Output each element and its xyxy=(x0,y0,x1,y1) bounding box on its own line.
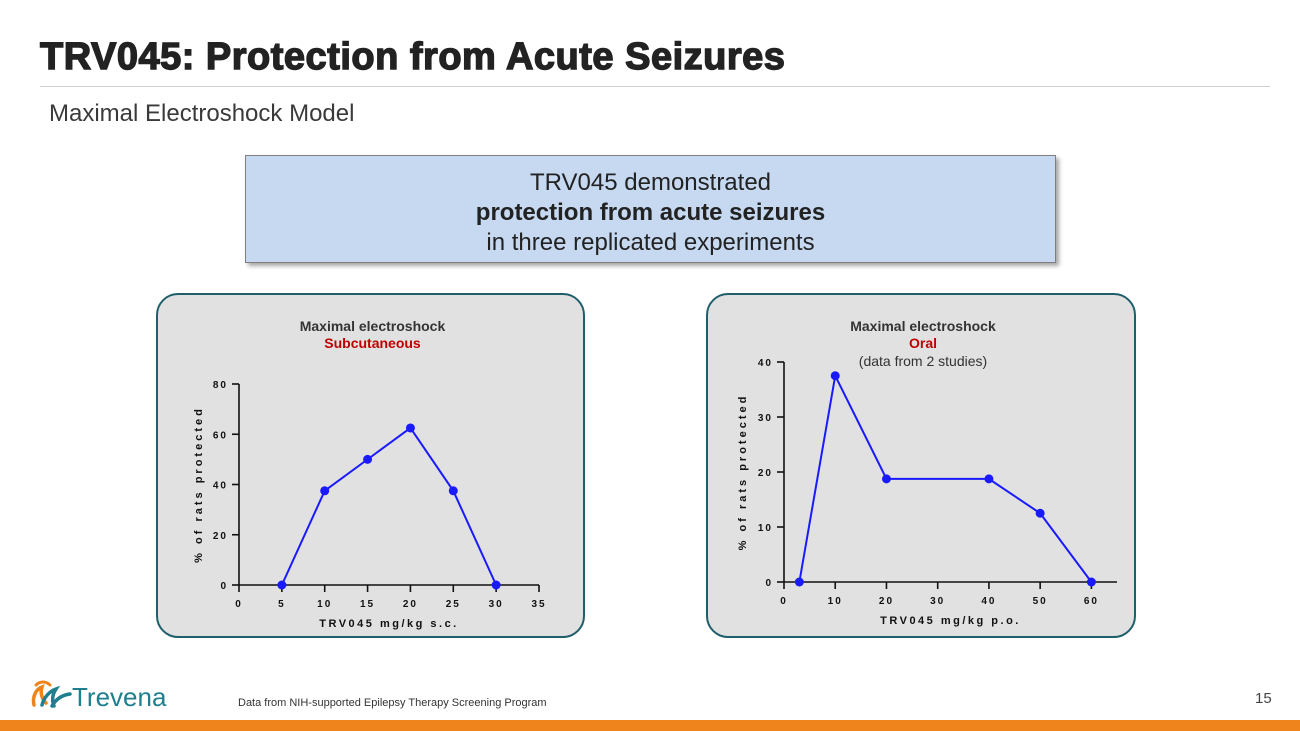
y-tick-label: 20 xyxy=(213,531,228,542)
chart-panel-oral: Maximal electroshock Oral (data from 2 stu… xyxy=(706,293,1136,638)
data-point xyxy=(320,486,330,496)
slide-subtitle: Maximal Electroshock Model xyxy=(49,100,355,127)
data-point xyxy=(1086,577,1096,587)
chart-panel-subcutaneous: Maximal electroshock Subcutaneous 0 20 40 60 8… xyxy=(156,293,585,638)
y-tick-label: 60 xyxy=(213,430,228,441)
y-tick-label: 80 xyxy=(213,380,228,391)
data-point xyxy=(491,580,501,590)
x-tick-label: 20 xyxy=(879,596,894,607)
trevena-logo-icon xyxy=(31,680,72,708)
x-tick-label: 35 xyxy=(531,599,546,610)
x-axis-label: TRV045 mg/kg p.o. xyxy=(880,615,1021,627)
y-tick-label: 0 xyxy=(220,581,228,592)
x-tick-label: 10 xyxy=(317,599,332,610)
y-axis-label: % of rats protected xyxy=(193,406,205,563)
callout-line-2: protection from acute seizures xyxy=(475,199,826,226)
y-tick-label: 20 xyxy=(758,468,773,479)
x-tick-label: 20 xyxy=(403,599,418,610)
chart-title: Maximal electroshock xyxy=(850,318,996,334)
y-tick-label: 40 xyxy=(758,358,773,369)
callout-line-1: TRV045 demonstrated xyxy=(529,169,772,196)
trevena-logo-wordmark: Trevena xyxy=(72,682,167,712)
x-tick-label: 50 xyxy=(1033,596,1048,607)
callout-box: TRV045 demonstrated protection from acut… xyxy=(245,155,1056,263)
footer-accent-bar xyxy=(0,720,1300,731)
x-tick-label: 40 xyxy=(981,596,996,607)
page-number: 15 xyxy=(1255,690,1272,707)
x-axis-label: TRV045 mg/kg s.c. xyxy=(319,618,459,630)
x-tick-label: 25 xyxy=(446,599,461,610)
y-tick-label: 10 xyxy=(758,523,773,534)
data-point xyxy=(277,580,287,590)
y-tick-label: 30 xyxy=(758,413,773,424)
data-point xyxy=(881,474,891,484)
chart-title: Maximal electroshock xyxy=(300,318,446,334)
data-point xyxy=(1035,508,1045,518)
data-point xyxy=(794,577,804,587)
y-tick-label: 40 xyxy=(213,481,228,492)
x-tick-label: 5 xyxy=(278,599,286,610)
data-point xyxy=(363,454,373,464)
x-tick-label: 60 xyxy=(1084,596,1099,607)
series-line xyxy=(798,372,1093,583)
chart-note: (data from 2 studies) xyxy=(859,353,987,369)
footnote: Data from NIH-supported Epilepsy Therapy… xyxy=(238,697,547,709)
chart-subtitle: Subcutaneous xyxy=(324,335,421,351)
data-point xyxy=(984,474,994,484)
slide-title: TRV045: Protection from Acute Seizures xyxy=(39,35,786,78)
x-tick-label: 10 xyxy=(828,596,843,607)
x-tick-label: 30 xyxy=(930,596,945,607)
x-tick-label: 0 xyxy=(235,599,243,610)
x-tick-label: 30 xyxy=(489,599,504,610)
y-tick-label: 0 xyxy=(765,578,773,589)
trevena-logo: Trevena xyxy=(30,679,190,718)
callout-line-3: in three replicated experiments xyxy=(486,229,815,256)
series-line xyxy=(280,426,498,586)
data-point xyxy=(830,371,840,381)
x-tick-label: 0 xyxy=(780,596,788,607)
x-tick-label: 15 xyxy=(360,599,375,610)
title-divider xyxy=(40,86,1270,87)
data-point xyxy=(448,486,458,496)
y-axis-label: % of rats protected xyxy=(737,394,749,551)
chart-subtitle: Oral xyxy=(909,335,937,351)
data-point xyxy=(405,423,415,433)
